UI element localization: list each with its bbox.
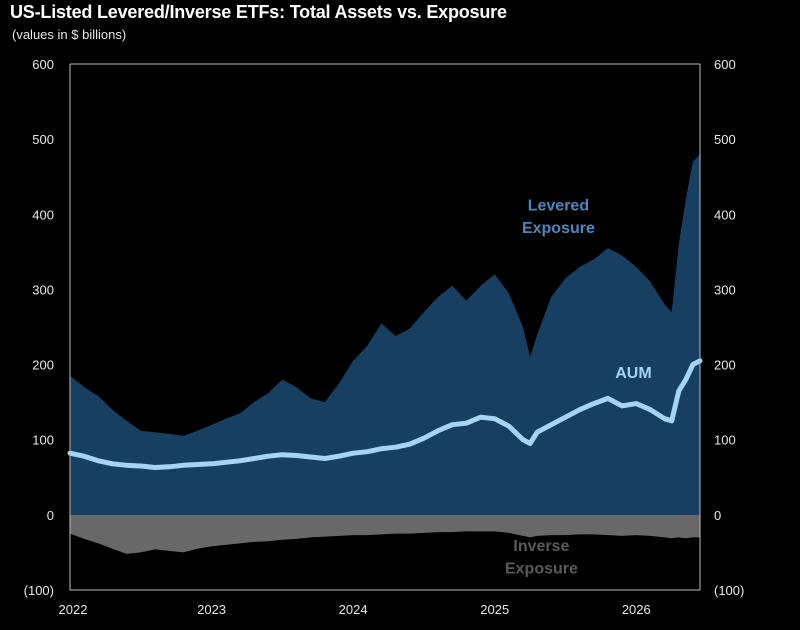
- chart-title: US-Listed Levered/Inverse ETFs: Total As…: [10, 2, 507, 22]
- series-levered-exposure-area: [70, 154, 700, 515]
- y-axis-right: 600 500 400 300 200 100 0 (100): [714, 57, 744, 598]
- series-layer: [67, 154, 703, 554]
- x-tick-label: 2024: [339, 602, 368, 617]
- annotation-levered-exposure-1: Levered: [528, 198, 589, 215]
- annotation-inverse-exposure-1: Inverse: [513, 538, 569, 555]
- y-tick-label-right: 400: [714, 207, 736, 222]
- annotation-levered-exposure-2: Exposure: [522, 220, 595, 237]
- y-tick-label-left: 200: [32, 358, 54, 373]
- chart-subtitle: (values in $ billions): [12, 27, 127, 42]
- y-tick-label-right: 300: [714, 282, 736, 297]
- y-tick-label-left: 300: [32, 282, 54, 297]
- y-tick-label-right: 100: [714, 433, 736, 448]
- x-tick-label: 2023: [197, 602, 226, 617]
- annotation-aum: AUM: [615, 365, 651, 382]
- y-tick-label-right: 500: [714, 132, 736, 147]
- y-tick-label-left: (100): [24, 583, 54, 598]
- y-tick-label-left: 500: [32, 132, 54, 147]
- y-tick-label-right: 600: [714, 57, 736, 72]
- y-tick-label-left: 0: [47, 508, 54, 523]
- annotation-inverse-exposure-2: Exposure: [505, 560, 578, 577]
- x-tick-label: 2026: [622, 602, 651, 617]
- y-axis-left: 600 500 400 300 200 100 0 (100): [24, 57, 54, 598]
- y-tick-label-right: 0: [714, 508, 721, 523]
- series-aum-line: [67, 358, 703, 470]
- y-tick-label-left: 400: [32, 207, 54, 222]
- series-inverse-exposure-area: [70, 514, 700, 554]
- annotations-layer: Levered Exposure AUM Inverse Exposure: [505, 198, 652, 578]
- y-tick-label-right: (100): [714, 583, 744, 598]
- y-tick-label-right: 200: [714, 358, 736, 373]
- x-axis: 2022 2023 2024 2025 2026: [59, 602, 651, 617]
- x-tick-label: 2022: [59, 602, 88, 617]
- y-tick-label-left: 100: [32, 433, 54, 448]
- y-tick-label-left: 600: [32, 57, 54, 72]
- x-tick-label: 2025: [480, 602, 509, 617]
